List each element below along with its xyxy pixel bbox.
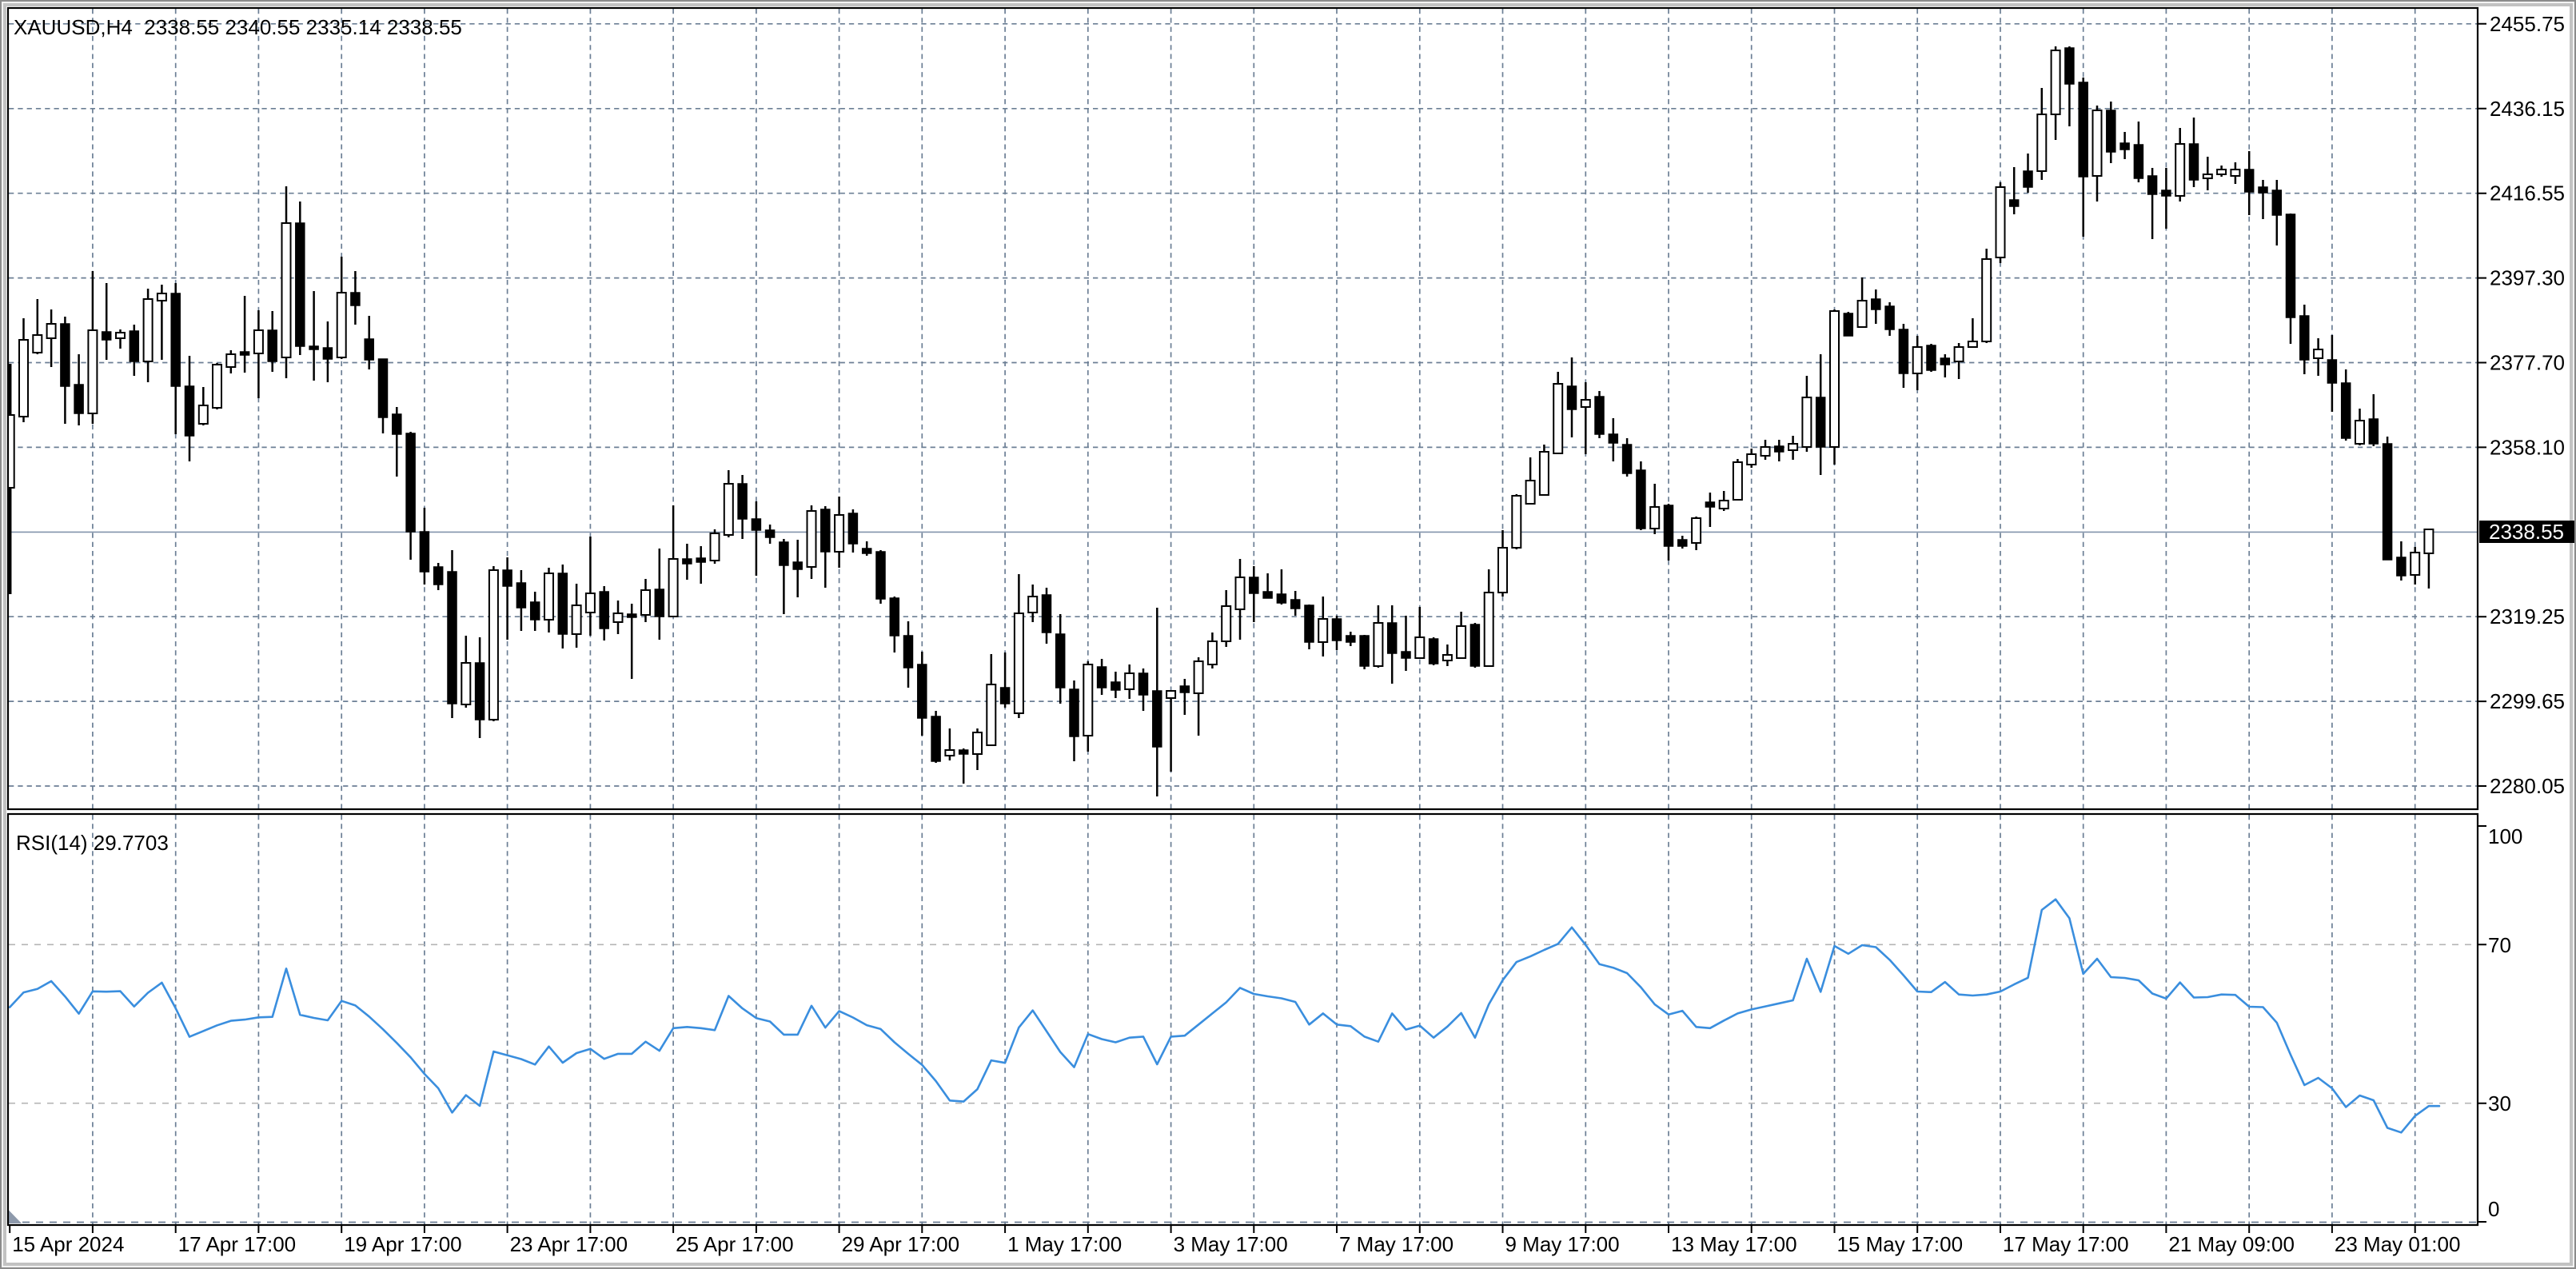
svg-text:7 May 17:00: 7 May 17:00 <box>1339 1232 1453 1256</box>
svg-text:2377.70: 2377.70 <box>2490 351 2565 375</box>
svg-text:1 May 17:00: 1 May 17:00 <box>1007 1232 1122 1256</box>
svg-text:0: 0 <box>2488 1197 2499 1221</box>
svg-text:15 Apr 2024: 15 Apr 2024 <box>12 1232 124 1256</box>
svg-text:2416.55: 2416.55 <box>2490 182 2565 206</box>
svg-text:25 Apr 17:00: 25 Apr 17:00 <box>676 1232 793 1256</box>
svg-text:30: 30 <box>2488 1091 2511 1115</box>
svg-text:2436.15: 2436.15 <box>2490 97 2565 121</box>
svg-text:70: 70 <box>2488 933 2511 957</box>
svg-text:100: 100 <box>2488 824 2522 848</box>
svg-text:2338.55: 2338.55 <box>2489 520 2564 544</box>
svg-text:29 Apr 17:00: 29 Apr 17:00 <box>842 1232 959 1256</box>
svg-text:2299.65: 2299.65 <box>2490 689 2565 713</box>
svg-text:2319.25: 2319.25 <box>2490 605 2565 629</box>
svg-text:17 Apr 17:00: 17 Apr 17:00 <box>178 1232 296 1256</box>
svg-text:17 May 17:00: 17 May 17:00 <box>2003 1232 2129 1256</box>
svg-text:2280.05: 2280.05 <box>2490 774 2565 798</box>
svg-text:15 May 17:00: 15 May 17:00 <box>1837 1232 1964 1256</box>
svg-text:2455.75: 2455.75 <box>2490 12 2565 36</box>
svg-text:XAUUSD,H4 2338.55 2340.55 233: XAUUSD,H4 2338.55 2340.55 2335.14 2338.5… <box>14 15 462 39</box>
svg-text:3 May 17:00: 3 May 17:00 <box>1174 1232 1288 1256</box>
svg-text:9 May 17:00: 9 May 17:00 <box>1505 1232 1620 1256</box>
svg-text:13 May 17:00: 13 May 17:00 <box>1671 1232 1797 1256</box>
svg-text:19 Apr 17:00: 19 Apr 17:00 <box>344 1232 461 1256</box>
svg-text:23 Apr 17:00: 23 Apr 17:00 <box>510 1232 628 1256</box>
svg-text:23 May 01:00: 23 May 01:00 <box>2335 1232 2461 1256</box>
svg-text:21 May 09:00: 21 May 09:00 <box>2168 1232 2295 1256</box>
svg-text:2397.30: 2397.30 <box>2490 266 2565 290</box>
svg-text:2358.10: 2358.10 <box>2490 435 2565 459</box>
svg-text:RSI(14) 29.7703: RSI(14) 29.7703 <box>16 831 169 855</box>
